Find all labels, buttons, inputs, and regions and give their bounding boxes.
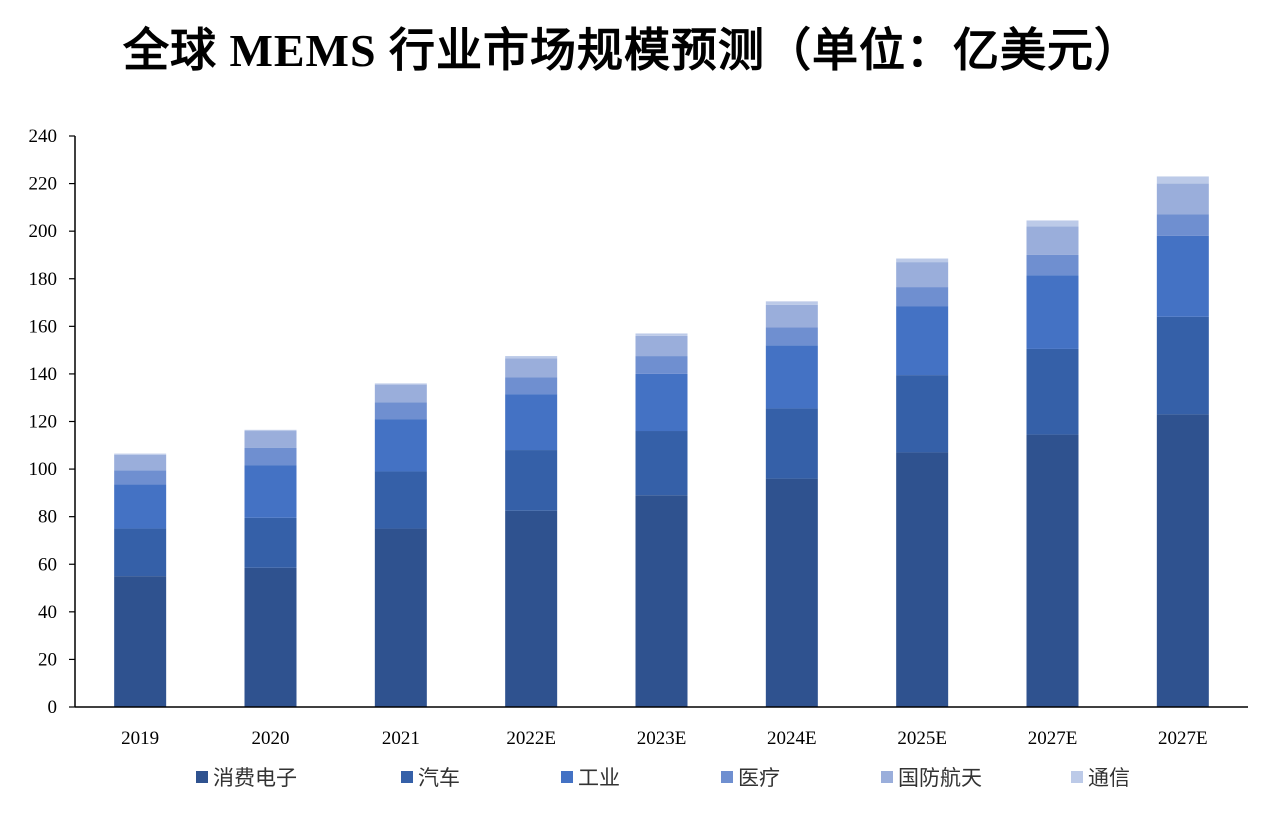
bars-layer (114, 176, 1209, 707)
bar-segment-2-2 (244, 517, 297, 568)
bar-segment-2-9 (1156, 316, 1209, 415)
bar-segment-3-3 (374, 419, 427, 472)
bar-segment-2-8 (1026, 348, 1079, 435)
y-tick-label: 0 (48, 697, 58, 718)
bar-segment-4-1 (114, 470, 167, 485)
bar-segment-6-5 (635, 333, 688, 336)
bar-segment-6-7 (896, 258, 949, 263)
bar-segment-2-4 (505, 450, 558, 511)
x-tick-label: 2024E (767, 728, 817, 749)
y-tick-label: 120 (29, 412, 58, 433)
legend-label: 医疗 (738, 766, 780, 790)
bar-segment-5-6 (765, 304, 818, 328)
bar-segment-3-2 (244, 465, 297, 518)
bar-segment-1-4 (505, 510, 558, 707)
y-tick-label: 240 (29, 126, 58, 147)
bar-segment-6-1 (114, 453, 167, 455)
legend-label: 汽车 (418, 766, 460, 790)
y-tick-label: 20 (38, 649, 57, 670)
bar-segment-1-9 (1156, 414, 1209, 707)
bar-segment-2-1 (114, 528, 167, 577)
bar-segment-4-6 (765, 327, 818, 346)
legend-swatch (401, 771, 413, 783)
bar-segment-1-1 (114, 576, 167, 707)
bar-segment-6-9 (1156, 176, 1209, 184)
bar-segment-5-1 (114, 454, 167, 471)
bar-segment-3-7 (896, 306, 949, 376)
bar-segment-2-5 (635, 431, 688, 496)
bar-segment-4-9 (1156, 214, 1209, 236)
y-tick-label: 160 (29, 316, 58, 337)
legend: 消费电子 汽车 工业 医疗 国防航天 通信 (196, 766, 1130, 790)
bar-segment-2-3 (374, 471, 427, 529)
legend-label: 消费电子 (213, 766, 297, 790)
axes-layer: 2019 2020 2021 2022E 2023E 2024E 2025E 2027E 202… (29, 126, 1248, 749)
bar-segment-5-5 (635, 335, 688, 357)
bar-segment-2-6 (765, 408, 818, 479)
legend-label: 通信 (1088, 766, 1130, 790)
bar-segment-6-2 (244, 429, 297, 432)
bar-segment-5-4 (505, 358, 558, 378)
x-tick-label: 2027E (1158, 728, 1208, 749)
y-tick-label: 200 (29, 221, 58, 242)
bar-segment-3-6 (765, 345, 818, 409)
y-tick-label: 100 (29, 459, 58, 480)
bar-segment-5-9 (1156, 183, 1209, 215)
bar-segment-4-4 (505, 377, 558, 395)
y-tick-label: 80 (38, 507, 57, 528)
bar-segment-1-6 (765, 478, 818, 707)
x-tick-label: 2025E (897, 728, 947, 749)
legend-swatch (1071, 771, 1083, 783)
bar-segment-6-6 (765, 301, 818, 305)
y-tick-label: 180 (29, 269, 58, 290)
bar-segment-6-3 (374, 383, 427, 385)
legend-swatch (196, 771, 208, 783)
x-tick-label: 2022E (506, 728, 556, 749)
bar-segment-6-4 (505, 356, 558, 359)
y-tick-label: 140 (29, 364, 58, 385)
bar-segment-5-8 (1026, 226, 1079, 255)
bar-segment-1-8 (1026, 434, 1079, 707)
bar-segment-5-2 (244, 431, 297, 448)
bar-segment-4-3 (374, 402, 427, 420)
x-tick-label: 2027E (1028, 728, 1078, 749)
bar-segment-1-5 (635, 495, 688, 707)
legend-label: 工业 (578, 766, 620, 790)
bar-segment-1-2 (244, 567, 297, 707)
bar-segment-3-1 (114, 484, 167, 529)
bar-segment-4-5 (635, 356, 688, 374)
bar-segment-1-7 (896, 452, 949, 707)
x-tick-label: 2023E (637, 728, 687, 749)
bar-segment-3-8 (1026, 275, 1079, 349)
legend-swatch (721, 771, 733, 783)
y-tick-label: 60 (38, 554, 57, 575)
x-tick-label: 2020 (252, 728, 290, 749)
bar-segment-2-7 (896, 375, 949, 453)
bar-segment-1-3 (374, 528, 427, 707)
bar-segment-3-4 (505, 394, 558, 451)
bar-segment-5-7 (896, 262, 949, 288)
bar-segment-4-7 (896, 287, 949, 307)
legend-swatch (881, 771, 893, 783)
bar-segment-4-2 (244, 447, 297, 466)
y-tick-label: 220 (29, 174, 58, 195)
legend-swatch (561, 771, 573, 783)
legend-label: 国防航天 (898, 766, 982, 790)
bar-segment-4-8 (1026, 254, 1079, 276)
bar-segment-6-8 (1026, 220, 1079, 227)
bar-segment-3-9 (1156, 235, 1209, 317)
x-tick-label: 2019 (121, 728, 159, 749)
bar-segment-3-5 (635, 373, 688, 432)
chart-title: 全球 MEMS 行业市场规模预测（单位：亿美元） (122, 25, 1142, 76)
bar-segment-5-3 (374, 384, 427, 403)
y-tick-label: 40 (38, 602, 57, 623)
x-tick-label: 2021 (382, 728, 420, 749)
